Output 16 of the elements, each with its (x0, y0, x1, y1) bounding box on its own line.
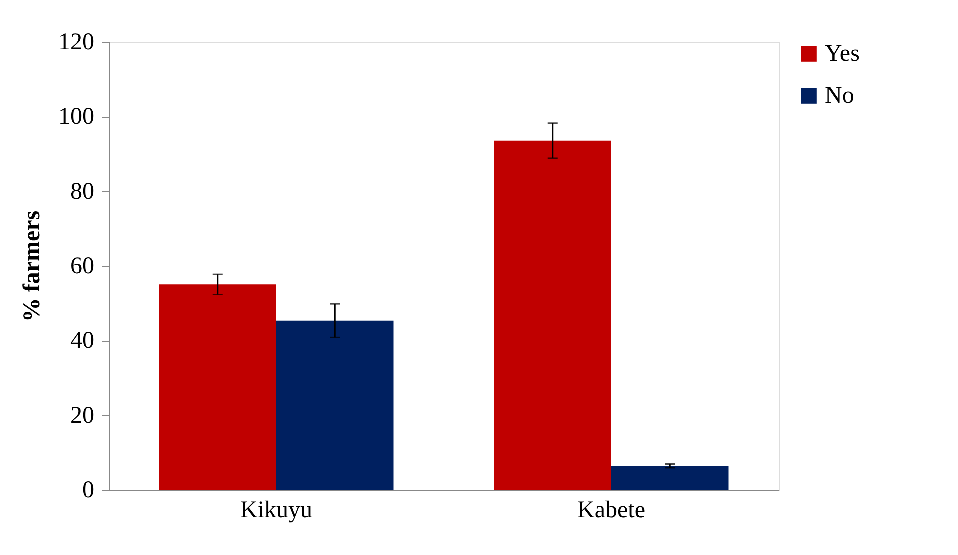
y-tick-label: 0 (82, 478, 94, 504)
legend-label: Yes (825, 41, 860, 67)
bar (159, 284, 276, 490)
legend-label: No (825, 83, 854, 109)
bar (612, 466, 729, 490)
y-tick-label: 120 (58, 30, 94, 56)
bar (276, 320, 394, 490)
y-tick-label: 100 (58, 104, 94, 130)
y-tick-label: 20 (70, 402, 94, 429)
y-axis-title: % farmers (20, 210, 46, 322)
x-tick-label: Kabete (578, 498, 646, 524)
y-tick-label: 80 (70, 178, 94, 205)
bar (494, 140, 612, 490)
y-tick-label: 60 (70, 254, 94, 280)
x-tick-label: Kikuyu (240, 498, 312, 524)
y-tick-label: 40 (70, 328, 94, 354)
